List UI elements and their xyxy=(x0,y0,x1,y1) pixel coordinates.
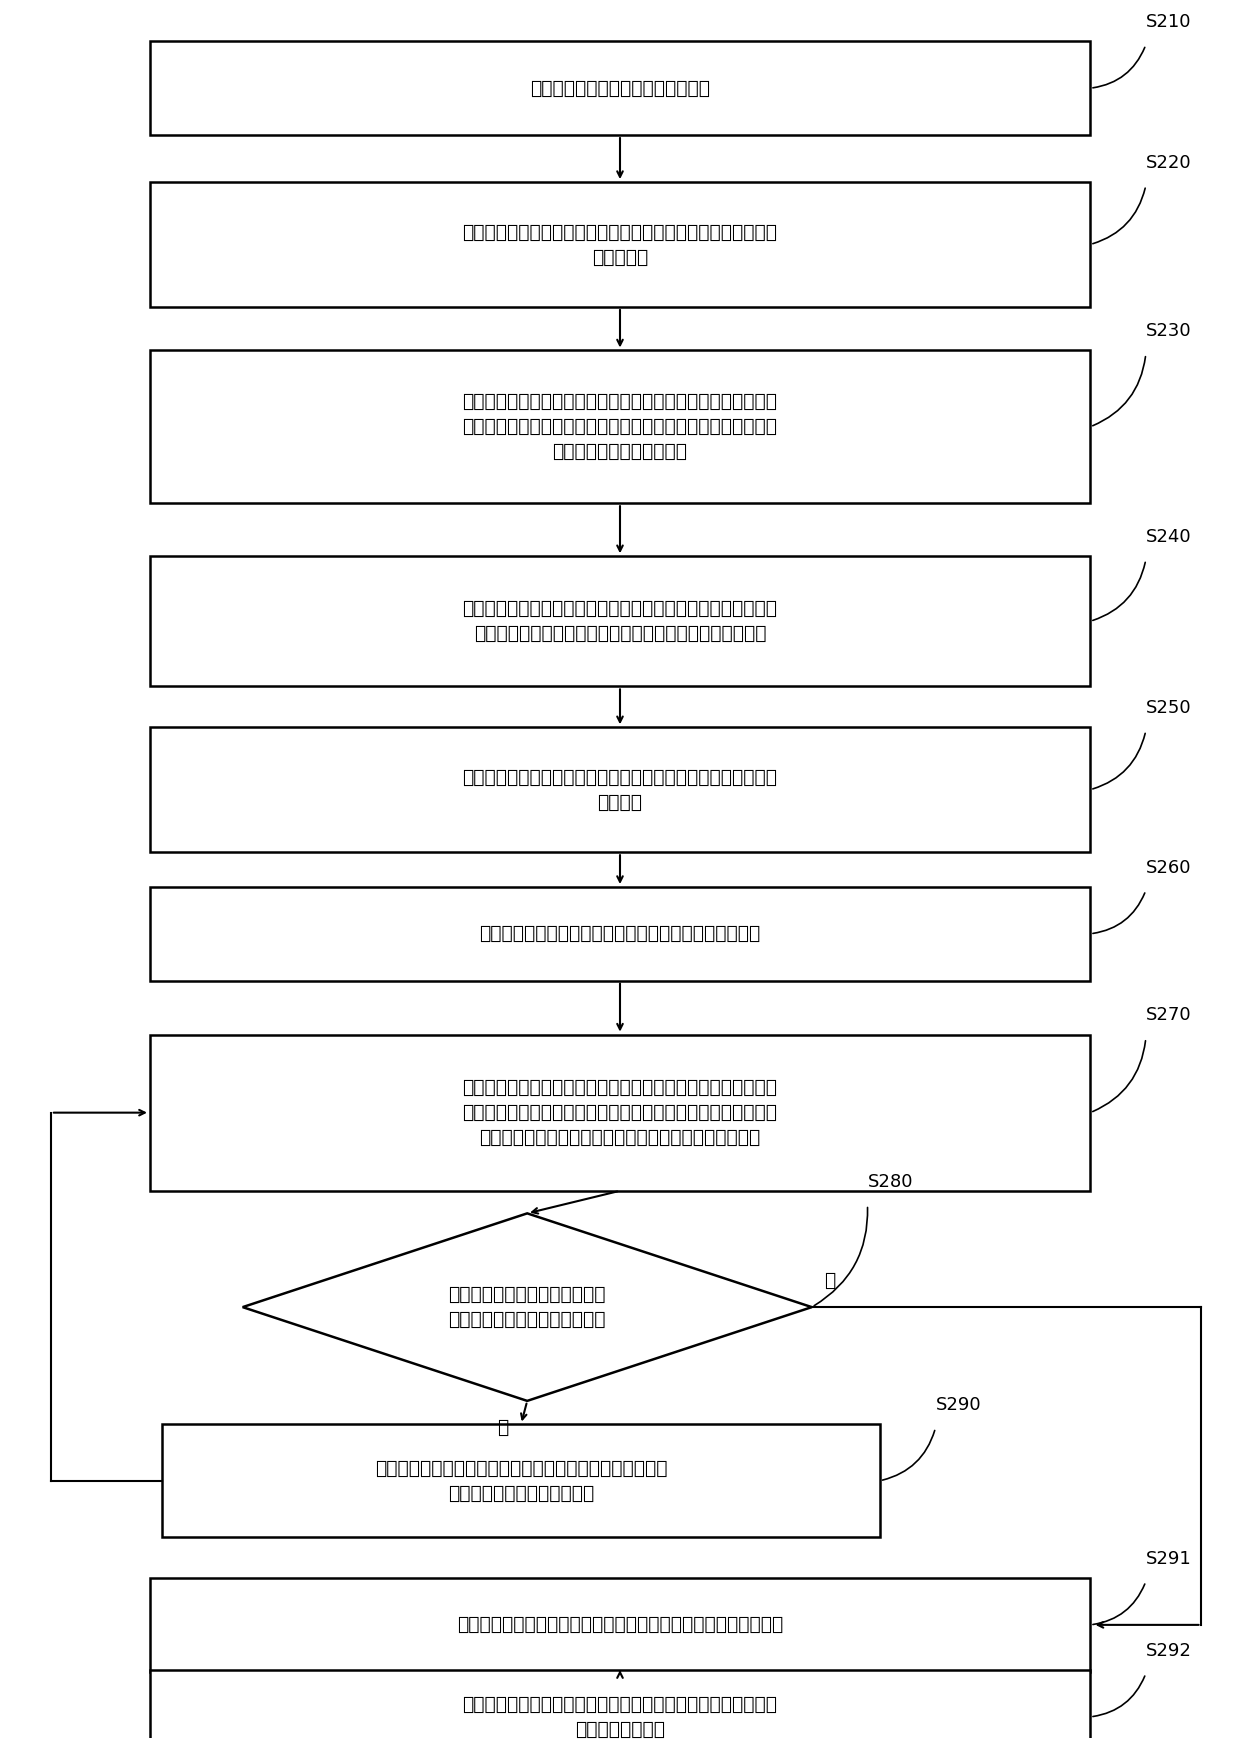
Polygon shape xyxy=(243,1213,812,1401)
FancyBboxPatch shape xyxy=(162,1424,880,1537)
Text: 否: 否 xyxy=(497,1419,508,1438)
Text: 若首位字符为预设开始符，则调用第二字符验证函数，检测目标
弹幕数据中的末位字符是否为预设结束符，若末位字符为预设结
束符，则确定字符验证成功: 若首位字符为预设开始符，则调用第二字符验证函数，检测目标 弹幕数据中的末位字符是… xyxy=(463,393,777,461)
Text: 若第一预设标识符数量与第二预设标识符数量相等，则确定目标
弹幕数据校验成功: 若第一预设标识符数量与第二预设标识符数量相等，则确定目标 弹幕数据校验成功 xyxy=(463,1694,777,1740)
Text: 根据字符串数组的数组长度，确定目标弹幕数据中的第一预设标
识符数量: 根据字符串数组的数组长度，确定目标弹幕数据中的第一预设标 识符数量 xyxy=(463,768,777,811)
Text: S240: S240 xyxy=(1146,527,1192,546)
FancyBboxPatch shape xyxy=(150,351,1090,503)
FancyBboxPatch shape xyxy=(150,42,1090,134)
Text: 若字符验证成功，则调用弹幕数据对象中的字符串分割函数，将
目标弹幕数据以第一预设标识符进行分割，确定字符串数组: 若字符验证成功，则调用弹幕数据对象中的字符串分割函数，将 目标弹幕数据以第一预设… xyxy=(463,599,777,644)
Text: S260: S260 xyxy=(1146,859,1192,876)
Text: 将全局变量的变量值确定为目标弹幕数据中的第二预设标识符数量: 将全局变量的变量值确定为目标弹幕数据中的第二预设标识符数量 xyxy=(456,1616,784,1635)
FancyBboxPatch shape xyxy=(150,1577,1090,1672)
Text: S290: S290 xyxy=(935,1396,981,1413)
Text: S220: S220 xyxy=(1146,154,1192,171)
Text: 是: 是 xyxy=(825,1270,836,1290)
Text: 调用第一字符验证函数，检测目标弹幕数据中的首位字符是否为
预设开始符: 调用第一字符验证函数，检测目标弹幕数据中的首位字符是否为 预设开始符 xyxy=(463,222,777,267)
FancyBboxPatch shape xyxy=(150,557,1090,686)
Text: 以第二预设标识符为函数输入参数，调用当前字符串元素对应的
字符串对象中的标识符查找函数，确定当前字符串元素是否包含
第二预设标识符，若是，则预设的全局变量进行自: 以第二预设标识符为函数输入参数，调用当前字符串元素对应的 字符串对象中的标识符查… xyxy=(463,1078,777,1146)
Text: S292: S292 xyxy=(1146,1642,1192,1659)
FancyBboxPatch shape xyxy=(150,1035,1090,1190)
FancyBboxPatch shape xyxy=(150,886,1090,981)
Text: 依据字符串数组的元素顺序，将当前字符串元素的下一字符
串元素更新为当前字符串元素: 依据字符串数组的元素顺序，将当前字符串元素的下一字符 串元素更新为当前字符串元素 xyxy=(374,1459,667,1502)
Text: S210: S210 xyxy=(1146,12,1192,31)
Text: 检测当前字符串元素是否为字符
串数组中的最后一个字符串元素: 检测当前字符串元素是否为字符 串数组中的最后一个字符串元素 xyxy=(449,1284,606,1330)
FancyBboxPatch shape xyxy=(150,1670,1090,1745)
Text: 获取预设字符串结构的目标弹幕数据: 获取预设字符串结构的目标弹幕数据 xyxy=(529,79,711,98)
Text: S291: S291 xyxy=(1146,1550,1192,1567)
Text: S250: S250 xyxy=(1146,698,1192,717)
Text: S230: S230 xyxy=(1146,323,1192,340)
FancyBboxPatch shape xyxy=(150,181,1090,307)
Text: S280: S280 xyxy=(868,1173,913,1190)
FancyBboxPatch shape xyxy=(150,728,1090,852)
Text: 将字符串数组中的第一个字符串元素作为当前字符串元素: 将字符串数组中的第一个字符串元素作为当前字符串元素 xyxy=(480,925,760,944)
Text: S270: S270 xyxy=(1146,1007,1192,1024)
